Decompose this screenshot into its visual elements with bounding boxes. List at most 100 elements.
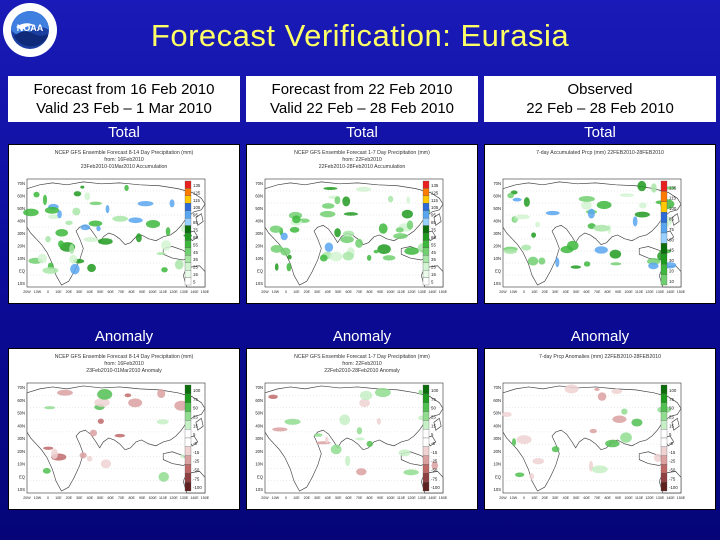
precip-area xyxy=(69,243,75,255)
precip-area xyxy=(651,183,657,193)
lon-label: 10W xyxy=(510,496,518,500)
scale-label: -75 xyxy=(193,476,200,481)
scale-swatch xyxy=(184,384,192,394)
precip-area xyxy=(431,461,439,470)
scale-label: 85 xyxy=(431,220,436,225)
scale-label: 75 xyxy=(431,397,436,402)
scale-swatch xyxy=(184,195,192,204)
scale-label: 95 xyxy=(193,213,198,218)
lat-label: EQ xyxy=(495,474,502,479)
lat-label: 10N xyxy=(17,462,25,467)
lat-label: 60N xyxy=(255,398,263,403)
scale-label: 5 xyxy=(193,432,196,437)
precip-area xyxy=(532,458,545,465)
precip-area xyxy=(105,205,110,214)
scale-label: 85 xyxy=(193,220,198,225)
scale-label: -25 xyxy=(431,459,438,464)
precip-area xyxy=(593,224,610,232)
precip-area xyxy=(100,459,112,469)
lat-label: 20N xyxy=(17,449,25,454)
scale-label: 65 xyxy=(431,235,436,240)
scale-label: 5 xyxy=(431,280,434,285)
precip-area xyxy=(366,254,372,261)
column-header-forecast-16feb: Forecast from 16 Feb 2010 Valid 23 Feb –… xyxy=(8,76,240,122)
scale-swatch xyxy=(422,262,430,271)
precip-area xyxy=(527,256,539,266)
lat-label: 60N xyxy=(17,194,25,199)
map-title: 23Feb2010-01Mar2010 Accumulation xyxy=(81,164,168,170)
scale-label: 5 xyxy=(669,432,672,437)
precip-area xyxy=(359,398,370,408)
precip-area xyxy=(342,196,351,207)
map-anomaly-observed: 7-day Prcp Anomalies (mm) 22FEB2010-28FE… xyxy=(484,348,716,510)
precip-area xyxy=(274,263,279,271)
precip-area xyxy=(398,449,411,457)
lon-label: 60E xyxy=(584,496,591,500)
scale-label: 50 xyxy=(431,406,436,411)
precip-area xyxy=(634,211,650,218)
lat-label: 50N xyxy=(255,206,263,211)
scale-label: -100 xyxy=(193,485,202,490)
precip-area xyxy=(401,209,413,219)
lon-label: 130E xyxy=(418,496,427,500)
lon-label: 100E xyxy=(148,290,157,294)
map-title: from: 16Feb2010 xyxy=(104,157,144,163)
lat-label: 60N xyxy=(255,194,263,199)
precip-area xyxy=(648,262,659,270)
lon-label: 10W xyxy=(34,496,42,500)
precip-area xyxy=(124,393,132,398)
scale-label: 75 xyxy=(669,397,674,402)
lon-label: 120E xyxy=(169,496,178,500)
lon-label: 110E xyxy=(635,290,644,294)
precip-area xyxy=(158,471,169,482)
scale-swatch xyxy=(184,464,192,474)
lat-label: 50N xyxy=(493,206,501,211)
precip-area xyxy=(529,473,535,480)
scale-swatch xyxy=(422,482,430,492)
lon-label: 140E xyxy=(428,290,437,294)
precip-area xyxy=(596,200,612,210)
map-title: 7-day Accumulated Prcp (mm) 22FEB2010-28… xyxy=(536,150,664,156)
precip-area xyxy=(165,227,171,236)
lon-label: 50E xyxy=(97,496,104,500)
precip-area xyxy=(57,210,62,219)
lat-label: 10N xyxy=(493,462,501,467)
header-line1: Forecast from 22 Feb 2010 xyxy=(271,81,453,98)
scale-swatch xyxy=(422,464,430,474)
map-title: from: 16Feb2010 xyxy=(104,361,144,367)
lon-label: 0 xyxy=(47,290,49,294)
lon-label: 150E xyxy=(201,496,210,500)
lon-label: 60E xyxy=(584,290,591,294)
precip-area xyxy=(535,221,541,228)
precip-area xyxy=(334,196,341,205)
lon-label: 50E xyxy=(335,290,342,294)
lon-label: 20E xyxy=(66,290,73,294)
scale-swatch xyxy=(422,429,430,439)
scale-label: 75 xyxy=(669,227,674,232)
lat-label: 20N xyxy=(255,244,263,249)
lon-label: 50E xyxy=(573,290,580,294)
lat-label: 30N xyxy=(255,231,263,236)
lon-label: 140E xyxy=(428,496,437,500)
precip-area xyxy=(511,438,517,446)
scale-swatch xyxy=(660,264,668,275)
scale-label: 115 xyxy=(193,198,201,203)
scale-label: 5 xyxy=(431,432,434,437)
scale-swatch xyxy=(422,402,430,412)
map-title: from: 22Feb2010 xyxy=(342,157,382,163)
precip-area xyxy=(42,194,48,206)
precip-area xyxy=(366,440,373,447)
precip-area xyxy=(653,453,662,463)
lon-label: 20E xyxy=(66,496,73,500)
lon-label: 30E xyxy=(314,290,321,294)
precip-area xyxy=(51,448,58,460)
precip-area xyxy=(272,427,288,432)
scale-swatch xyxy=(184,255,192,263)
precip-area xyxy=(319,254,328,262)
land-group xyxy=(501,384,682,494)
map-total-observed: 7-day Accumulated Prcp (mm) 22FEB2010-28… xyxy=(484,144,716,304)
lat-label: 10S xyxy=(494,487,502,492)
scale-label: -5 xyxy=(431,441,435,446)
precip-area xyxy=(551,446,560,453)
scale-label: -75 xyxy=(431,476,438,481)
